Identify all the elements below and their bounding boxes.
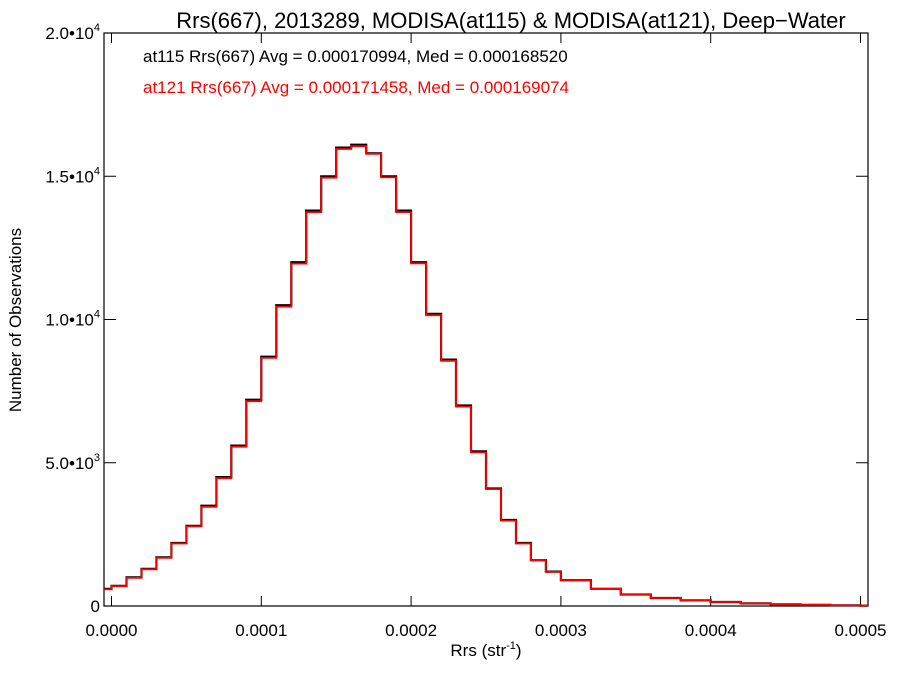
x-tick-label: 0.0002 bbox=[385, 621, 437, 640]
x-tick-label: 0.0001 bbox=[235, 621, 287, 640]
y-tick-label: 1.0•104 bbox=[45, 309, 100, 330]
legend-series-1: at115 Rrs(667) Avg = 0.000170994, Med = … bbox=[143, 47, 568, 66]
y-tick-label: 1.5•104 bbox=[45, 165, 100, 186]
series-line-at115 bbox=[104, 143, 868, 607]
y-tick-label: 5.0•103 bbox=[45, 452, 100, 473]
y-tick-label: 2.0•104 bbox=[45, 22, 100, 43]
x-tick-label: 0.0003 bbox=[535, 621, 587, 640]
plot-frame bbox=[103, 32, 869, 607]
x-axis: 0.0000 0.0001 0.0002 0.0003 0.0004 0.0005 bbox=[85, 33, 887, 640]
series-line-at121 bbox=[104, 145, 868, 607]
x-tick-label: 0.0000 bbox=[85, 621, 137, 640]
x-tick-label: 0.0004 bbox=[685, 621, 737, 640]
x-axis-label: Rrs (str-1) bbox=[450, 640, 521, 660]
y-tick-label: 0 bbox=[91, 597, 100, 616]
y-axis-label: Number of Observations bbox=[6, 228, 25, 412]
chart-title: Rrs(667), 2013289, MODISA(at115) & MODIS… bbox=[176, 8, 845, 33]
y-axis: 0 5.0•103 1.0•104 1.5•104 2.0•104 bbox=[45, 22, 868, 616]
series-layer bbox=[104, 143, 868, 607]
x-tick-label: 0.0005 bbox=[835, 621, 887, 640]
legend-series-2: at121 Rrs(667) Avg = 0.000171458, Med = … bbox=[143, 78, 569, 97]
